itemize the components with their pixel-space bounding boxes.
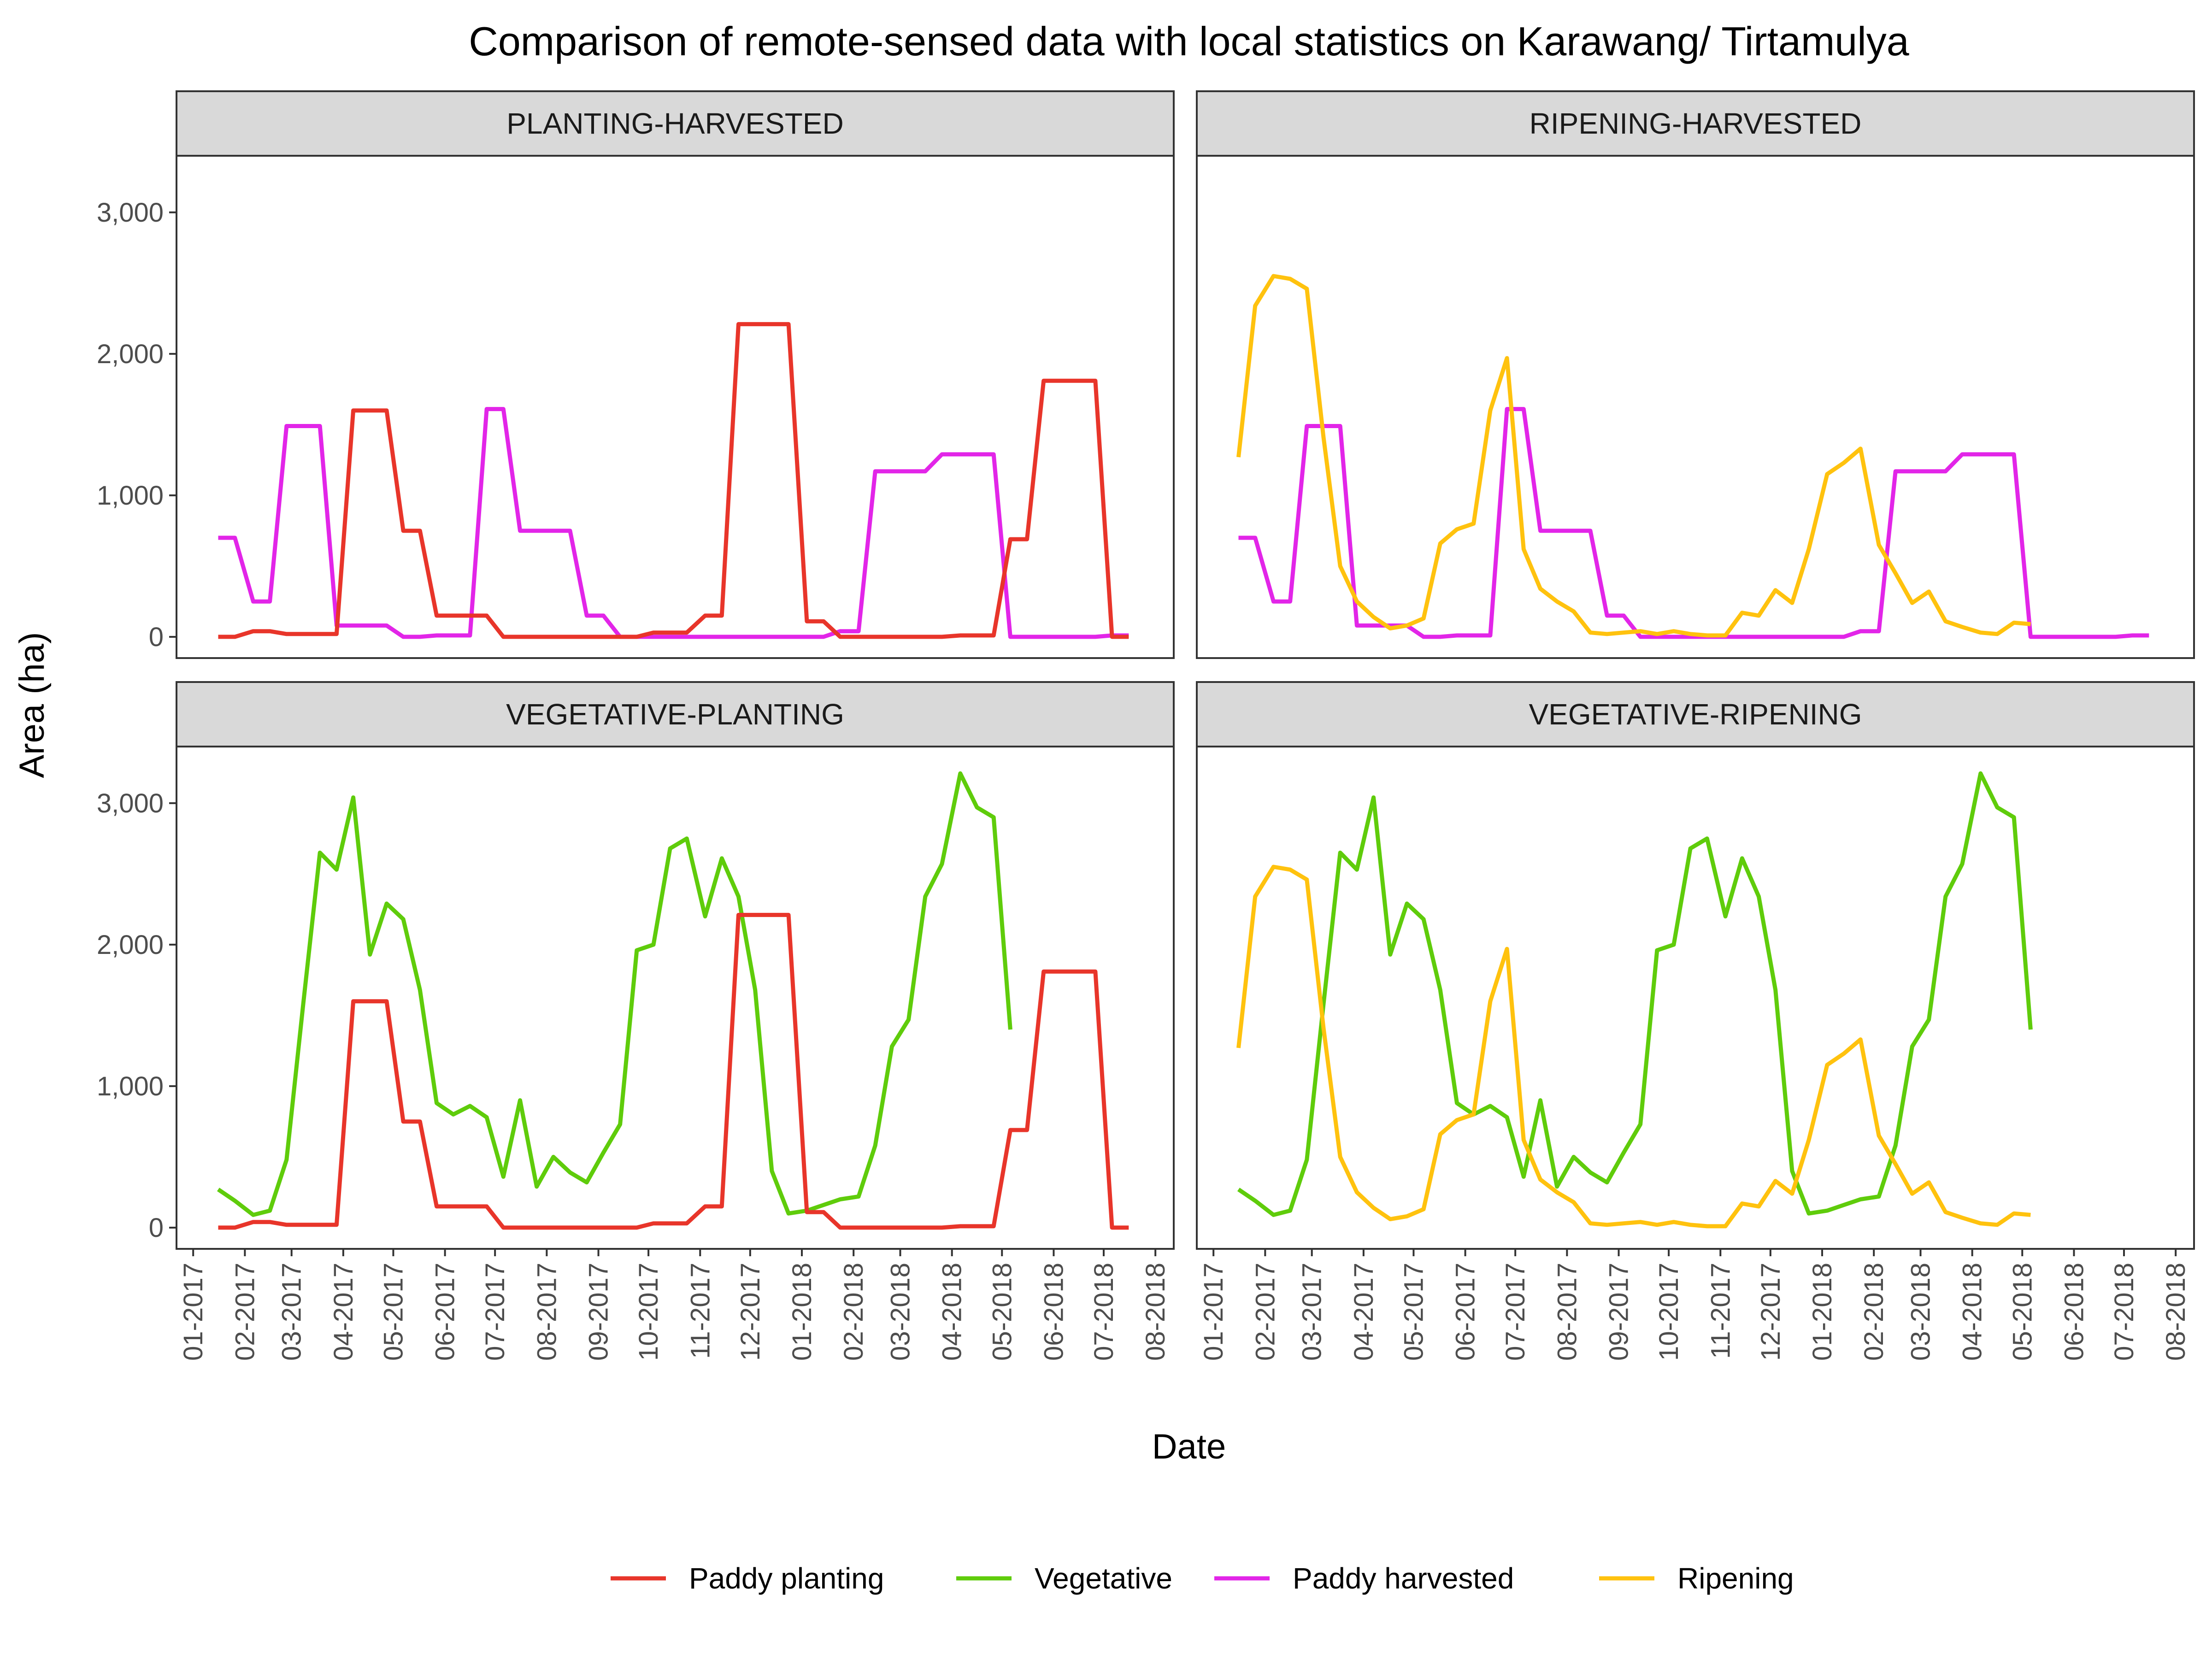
panel-border (1196, 746, 2195, 1250)
x-tick-label: 01-2017 (1199, 1263, 1229, 1361)
facet-strip-label: VEGETATIVE-RIPENING (1529, 698, 1862, 731)
legend-label: Ripening (1677, 1562, 1794, 1595)
legend-item-ripening: Ripening (1599, 1562, 1794, 1595)
x-tick-label: 02-2018 (839, 1263, 869, 1361)
y-tick-label: 1,000 (97, 1071, 164, 1101)
legend-label: Vegetative (1035, 1562, 1172, 1595)
x-tick-label: 06-2018 (2059, 1263, 2089, 1361)
panel-background (176, 747, 1174, 1249)
x-tick-label: 04-2017 (329, 1263, 359, 1361)
x-tick-label: 03-2018 (886, 1263, 916, 1361)
x-tick-label: 03-2018 (1906, 1263, 1936, 1361)
facet-strip (176, 681, 1175, 747)
x-tick-label: 10-2017 (1654, 1263, 1684, 1361)
chart-title: Comparison of remote-sensed data with lo… (469, 18, 1909, 64)
x-tick-label: 08-2017 (1552, 1263, 1582, 1361)
x-tick-label: 11-2017 (1706, 1263, 1735, 1359)
x-tick-label: 09-2017 (1604, 1263, 1634, 1361)
x-tick-label: 03-2017 (277, 1263, 307, 1361)
x-tick-label: 05-2017 (378, 1263, 408, 1361)
x-tick-label: 06-2017 (1451, 1263, 1481, 1361)
series-line-harvested (218, 407, 1129, 639)
series-line-ripening (1236, 274, 2031, 638)
x-tick-label: 11-2017 (685, 1263, 715, 1359)
legend-item-harvested: Paddy harvested (1214, 1562, 1514, 1595)
series-line-planting (218, 322, 1129, 639)
y-tick-label: 0 (149, 1213, 164, 1243)
x-tick-label: 02-2017 (230, 1263, 260, 1361)
panel-border (176, 155, 1175, 659)
panel-vegetative-ripening: VEGETATIVE-RIPENING 01-2017 02-2017 03-2017… (1196, 681, 2195, 1361)
panel-planting-harvested: PLANTING-HARVESTED 0 1,000 2,000 3,000 (97, 90, 1175, 659)
x-tick-label: 04-2017 (1349, 1263, 1379, 1361)
x-tick-label: 06-2018 (1039, 1263, 1069, 1361)
y-tick-label: 1,000 (97, 481, 164, 511)
x-tick-label: 04-2018 (937, 1263, 967, 1361)
x-tick-label: 10-2017 (634, 1263, 664, 1361)
series-line-planting (218, 912, 1129, 1230)
y-tick-label: 0 (149, 622, 164, 652)
x-tick-label: 05-2017 (1399, 1263, 1429, 1361)
panel-border (176, 746, 1175, 1250)
panels-group: PLANTING-HARVESTED 0 1,000 2,000 3,000 RIPENI… (97, 90, 2195, 1361)
legend-label: Paddy harvested (1293, 1562, 1514, 1595)
y-axis-title: Area (ha) (12, 632, 52, 778)
x-tick-label: 07-2018 (2109, 1263, 2139, 1361)
x-tick-label: 02-2018 (1859, 1263, 1889, 1361)
x-tick-label: 01-2018 (787, 1263, 817, 1361)
x-tick-label: 06-2017 (430, 1263, 460, 1361)
x-tick-label: 07-2018 (1089, 1263, 1119, 1361)
series-line-ripening (1236, 865, 2031, 1229)
panel-vegetative-planting: VEGETATIVE-PLANTING 0 1,000 2,000 3,000 01-20… (97, 681, 1175, 1361)
x-tick-label: 12-2017 (735, 1263, 765, 1361)
y-tick-label: 3,000 (97, 788, 164, 818)
legend-item-planting: Paddy planting (611, 1562, 884, 1595)
x-tick-label: 04-2018 (1958, 1263, 1988, 1361)
panel-border (1196, 155, 2195, 659)
series-line-vegetative (1237, 771, 2033, 1217)
legend-item-vegetative: Vegetative (956, 1562, 1172, 1595)
x-tick-label: 01-2017 (178, 1263, 208, 1361)
panel-ripening-harvested: RIPENING-HARVESTED (1196, 90, 2195, 659)
x-tick-label: 12-2017 (1756, 1263, 1786, 1361)
y-tick-label: 3,000 (97, 198, 164, 228)
legend-label: Paddy planting (689, 1562, 884, 1595)
x-tick-label: 07-2017 (1500, 1263, 1530, 1361)
series-line-vegetative (217, 771, 1012, 1217)
x-tick-label: 02-2017 (1250, 1263, 1280, 1361)
facet-strip-label: VEGETATIVE-PLANTING (506, 698, 844, 731)
panel-background (1197, 156, 2194, 658)
panel-background (176, 156, 1174, 658)
y-tick-label: 2,000 (97, 339, 164, 369)
x-tick-label: 08-2017 (532, 1263, 562, 1361)
facet-strip (176, 90, 1175, 157)
x-tick-label: 07-2017 (480, 1263, 510, 1361)
x-tick-label: 08-2018 (1141, 1263, 1171, 1361)
x-tick-label: 05-2018 (987, 1263, 1017, 1361)
facet-strip (1196, 90, 2195, 157)
y-tick-label: 2,000 (97, 930, 164, 960)
legend: Paddy planting Vegetative Paddy harvested R… (611, 1562, 1794, 1595)
facet-strip (1196, 681, 2195, 747)
x-tick-label: 09-2017 (584, 1263, 614, 1361)
x-tick-label: 08-2018 (2161, 1263, 2191, 1361)
x-tick-label: 03-2017 (1297, 1263, 1327, 1361)
facet-strip-label: PLANTING-HARVESTED (506, 107, 843, 140)
x-axis-title: Date (1152, 1427, 1226, 1466)
x-tick-label: 01-2018 (1807, 1263, 1837, 1361)
series-line-harvested (1238, 407, 2149, 639)
facet-strip-label: RIPENING-HARVESTED (1530, 107, 1862, 140)
x-tick-label: 05-2018 (2007, 1263, 2037, 1361)
